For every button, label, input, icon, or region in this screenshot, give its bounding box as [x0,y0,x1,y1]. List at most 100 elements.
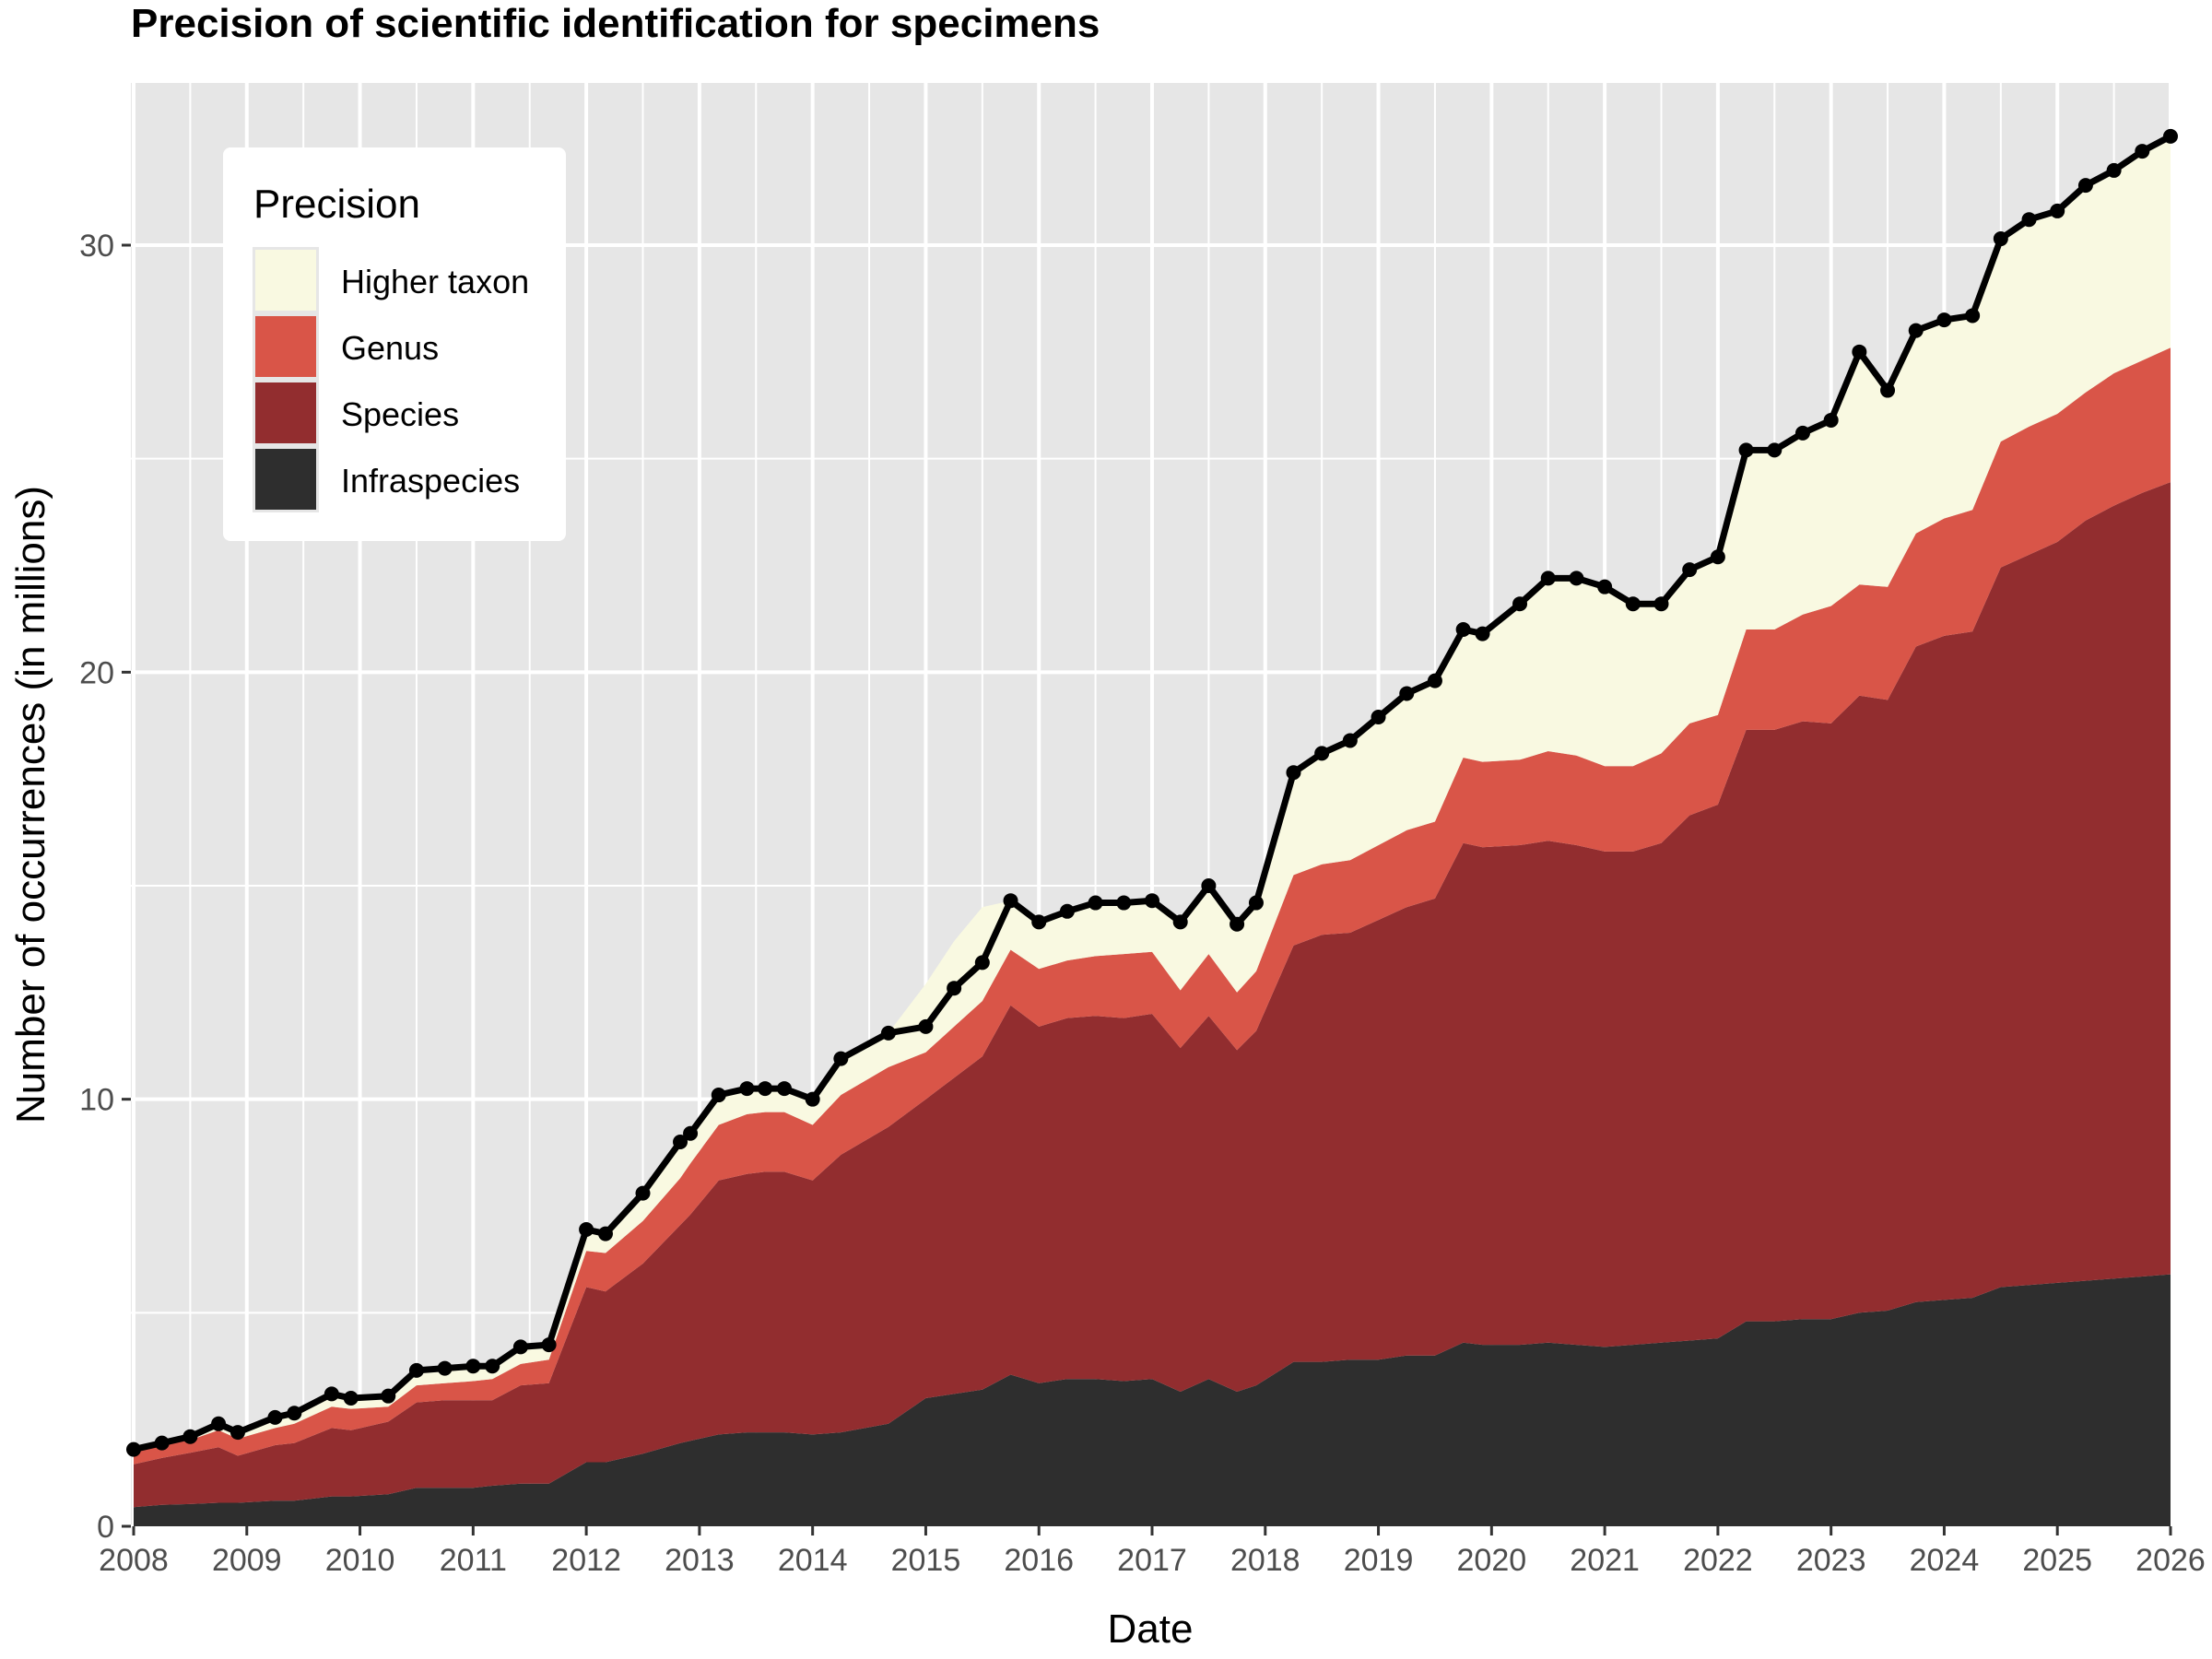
total-point [711,1088,726,1103]
stacked-areas [134,135,2171,1526]
total-point [437,1360,453,1376]
legend-swatch [255,449,316,510]
legend-label: Species [341,395,459,433]
total-point [182,1429,198,1444]
total-point [758,1081,773,1097]
total-point [2050,203,2065,218]
legend-label: Higher taxon [341,263,529,300]
x-tick-label: 2023 [1796,1543,1866,1578]
total-point [1088,895,1103,911]
legend: Precision Higher taxon Genus Species Infras… [223,147,566,541]
total-point [833,1051,849,1066]
x-tick-label: 2018 [1230,1543,1300,1578]
total-point [1936,312,1952,328]
x-tick-label: 2011 [440,1543,507,1578]
total-point [683,1125,699,1141]
total-point [2106,162,2122,178]
total-point [1475,626,1490,641]
total-point [1003,893,1018,909]
total-point [1540,571,1556,586]
total-point [1116,895,1132,911]
chart-title: Precision of scientific identification f… [131,1,1100,46]
total-point [1767,442,1783,458]
total-point [1145,893,1159,909]
total-point [2077,178,2093,194]
total-line-layer [126,128,2178,1457]
legend-item-infraspecies: Infraspecies [253,446,520,512]
total-point [1399,686,1415,701]
total-point [1794,425,1810,441]
x-tick-labels: 2008 2009 2010 2011 2012 2013 2014 2015 2016 2017… [99,1543,2206,1578]
total-point [1682,562,1698,578]
total-point [2021,212,2037,228]
total-point [343,1391,359,1406]
x-tick-label: 2019 [1344,1543,1414,1578]
total-point [229,1425,245,1441]
total-point [1031,914,1047,930]
x-tick-label: 2017 [1117,1543,1187,1578]
total-point [485,1359,500,1374]
total-point [1512,596,1528,612]
x-tick-label: 2021 [1570,1543,1640,1578]
total-point [880,1025,896,1041]
total-point [541,1337,557,1353]
total-point [1569,571,1584,586]
legend-swatch [255,250,316,311]
total-point [1248,895,1264,911]
total-point [805,1091,820,1107]
legend-title: Precision [253,182,420,227]
total-point [408,1362,424,1378]
total-point [1823,412,1839,428]
legend-item-genus: Genus [253,313,439,380]
total-point [2163,128,2178,144]
axes [122,243,2172,1535]
legend-label: Genus [341,329,439,367]
total-point [381,1388,396,1404]
total-point [1342,733,1358,748]
x-tick-label: 2013 [665,1543,735,1578]
total-point [154,1435,170,1451]
total-point [465,1359,481,1374]
x-tick-label: 2026 [2136,1543,2206,1578]
y-tick-label: 20 [79,655,114,690]
x-tick-label: 2014 [778,1543,848,1578]
total-point [1625,596,1641,612]
x-tick-label: 2008 [99,1543,169,1578]
total-point [1908,323,1924,338]
total-point [1427,673,1442,688]
x-tick-label: 2025 [2022,1543,2092,1578]
total-point [597,1226,613,1241]
total-point [739,1081,755,1097]
x-tick-label: 2024 [1910,1543,1980,1578]
total-point [1597,579,1613,594]
total-point [1314,746,1330,761]
total-point [1201,878,1217,893]
total-point [1371,709,1386,724]
x-tick-label: 2015 [891,1543,961,1578]
total-point [974,955,990,971]
total-point [673,1135,688,1149]
total-point [126,1441,141,1457]
total-point [2135,144,2150,159]
y-tick-label: 10 [79,1083,114,1118]
y-axis-title: Number of occurrences (in millions) [8,486,53,1124]
total-point [287,1406,302,1421]
area-infraspecies [134,1274,2171,1526]
legend-label: Infraspecies [341,462,520,500]
total-point [1059,903,1075,919]
total-point [635,1185,651,1201]
legend-item-higher-taxon: Higher taxon [253,247,529,313]
y-tick-label: 30 [79,229,114,264]
total-point [1653,596,1669,612]
total-point [1286,765,1301,781]
total-point [1710,549,1725,565]
total-point [1993,231,2008,247]
total-point [579,1221,594,1237]
total-point [1172,914,1188,930]
x-tick-label: 2020 [1457,1543,1527,1578]
legend-swatch [255,382,316,443]
legend-item-species: Species [253,380,459,446]
x-axis-title: Date [1108,1606,1194,1652]
total-point [776,1081,792,1097]
